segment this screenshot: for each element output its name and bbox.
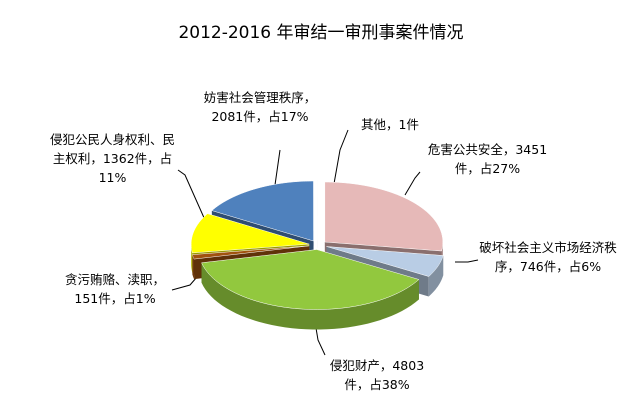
slice-side — [201, 262, 419, 330]
label-part: 其他 — [361, 117, 387, 132]
label-part: 占6% — [568, 259, 602, 274]
label-part: ， — [556, 259, 569, 274]
leader-lines — [171, 129, 479, 356]
leader-line — [455, 259, 479, 263]
label-part: ， — [356, 377, 370, 392]
label-part: 2081件 — [211, 109, 256, 124]
label-part: 占1% — [123, 291, 156, 306]
slice — [192, 245, 310, 260]
pie — [190, 180, 444, 330]
data-label: 妨害社会管理秩序，2081件，占17% — [200, 88, 320, 126]
leader-line — [177, 169, 206, 221]
label-part: ， — [386, 117, 399, 132]
label-part: 侵犯财产 — [329, 358, 380, 373]
label-part: 妨害社会管理秩序 — [203, 90, 304, 105]
slice — [190, 213, 310, 254]
label-part: 746件 — [519, 259, 557, 274]
label-part: ， — [507, 259, 520, 274]
label-part: 占38% — [369, 377, 410, 392]
slice-side — [191, 244, 193, 273]
slice — [324, 181, 444, 252]
slice — [211, 180, 314, 242]
data-label: 危害公共安全，3451件，占27% — [420, 140, 555, 178]
chart-title: 2012-2016 年审结一审刑事案件情况 — [178, 23, 464, 43]
slice-side — [192, 254, 195, 280]
label-part: 3451件 — [454, 142, 548, 176]
label-part: ， — [110, 291, 124, 306]
label-part: 占27% — [479, 161, 521, 176]
data-label: 破坏社会主义市场经济秩序，746件，占6% — [478, 238, 618, 276]
data-label: 侵犯财产，4803件，占38% — [322, 356, 432, 394]
leader-line — [274, 149, 281, 186]
label-part: 占17% — [268, 109, 309, 124]
label-part: ， — [147, 151, 160, 166]
slice — [201, 249, 420, 310]
label-part: ， — [379, 358, 393, 373]
label-part: ， — [152, 272, 166, 287]
label-part: 贪污贿赂、渎职 — [64, 272, 153, 287]
slice — [326, 246, 444, 277]
label-part: 1362件 — [102, 151, 148, 166]
data-label: 其他，1件 — [345, 115, 435, 134]
label-part: 4803件 — [344, 358, 425, 392]
label-part: 侵犯公民人身权利、民主权利 — [49, 132, 175, 166]
label-part: 1件 — [398, 117, 419, 132]
label-part: 151件 — [74, 291, 111, 306]
label-part: ， — [303, 90, 317, 105]
data-label: 侵犯公民人身权利、民主权利，1362件，占11% — [45, 130, 180, 187]
slice-side — [428, 255, 444, 297]
label-part: 占11% — [98, 151, 173, 185]
data-label: 贪污贿赂、渎职，151件，占1% — [55, 270, 175, 308]
label-part: ， — [467, 161, 480, 176]
label-part: ， — [255, 109, 269, 124]
leader-line — [331, 129, 349, 196]
label-part: ， — [90, 151, 103, 166]
leader-line — [404, 171, 421, 196]
label-part: 破坏社会主义市场经济秩序 — [479, 240, 617, 274]
label-part: ， — [502, 142, 516, 157]
label-part: 危害公共安全 — [427, 142, 503, 157]
